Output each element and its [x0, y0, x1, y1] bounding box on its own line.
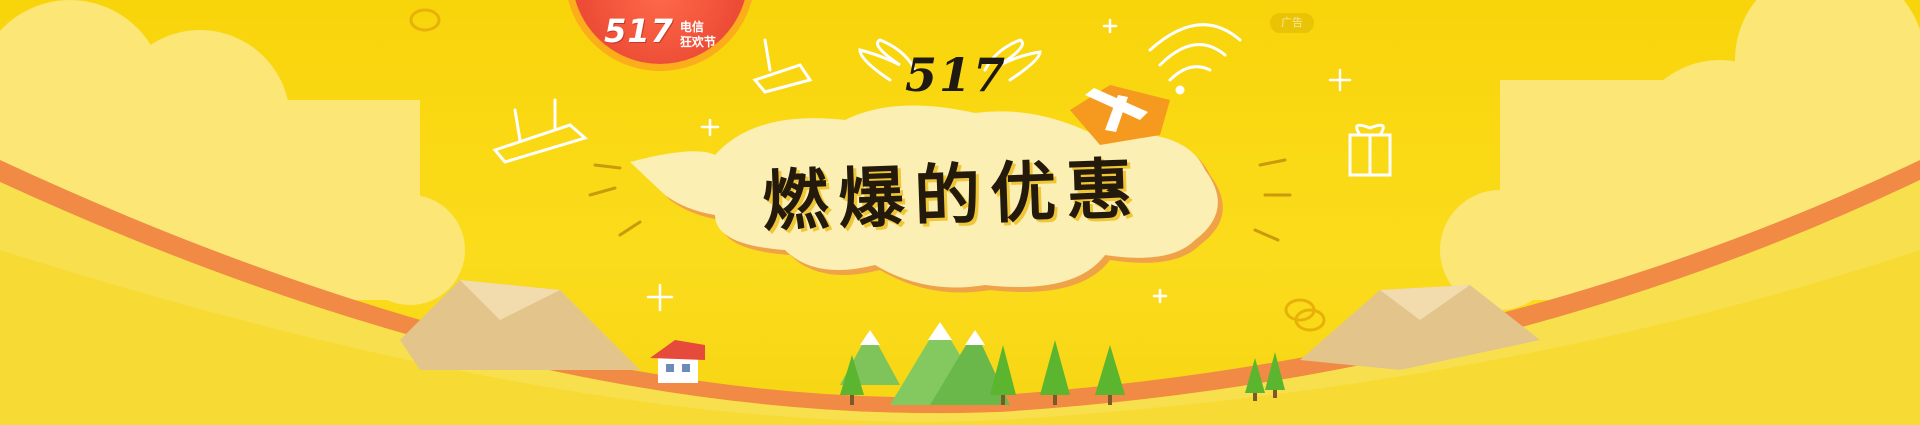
coin-icon	[409, 8, 1326, 332]
house-icon	[650, 340, 705, 383]
badge-text: 电信 狂欢节	[680, 20, 716, 50]
hero-number: 517	[905, 48, 1008, 102]
router-icon	[492, 38, 813, 164]
wifi-icon	[1148, 23, 1242, 95]
tree-icon	[840, 340, 1285, 405]
badge-number: 517	[604, 12, 674, 50]
mountain-icon	[400, 280, 1540, 370]
small-gift-doodle	[1348, 123, 1392, 177]
badge-line-1: 电信	[679, 20, 704, 34]
gift-icon	[1070, 85, 1170, 145]
ad-label: 广告	[1270, 13, 1314, 33]
badge-line-2: 狂欢节	[679, 35, 716, 49]
sparkle-icon	[646, 18, 1352, 312]
dash-marks	[588, 158, 1292, 242]
hill-band	[0, 250, 1920, 425]
wings-doodle	[858, 38, 1042, 82]
hero-headline: 燃爆的优惠	[760, 150, 1144, 241]
green-mountains	[840, 322, 1010, 405]
speech-cloud	[630, 105, 1223, 293]
